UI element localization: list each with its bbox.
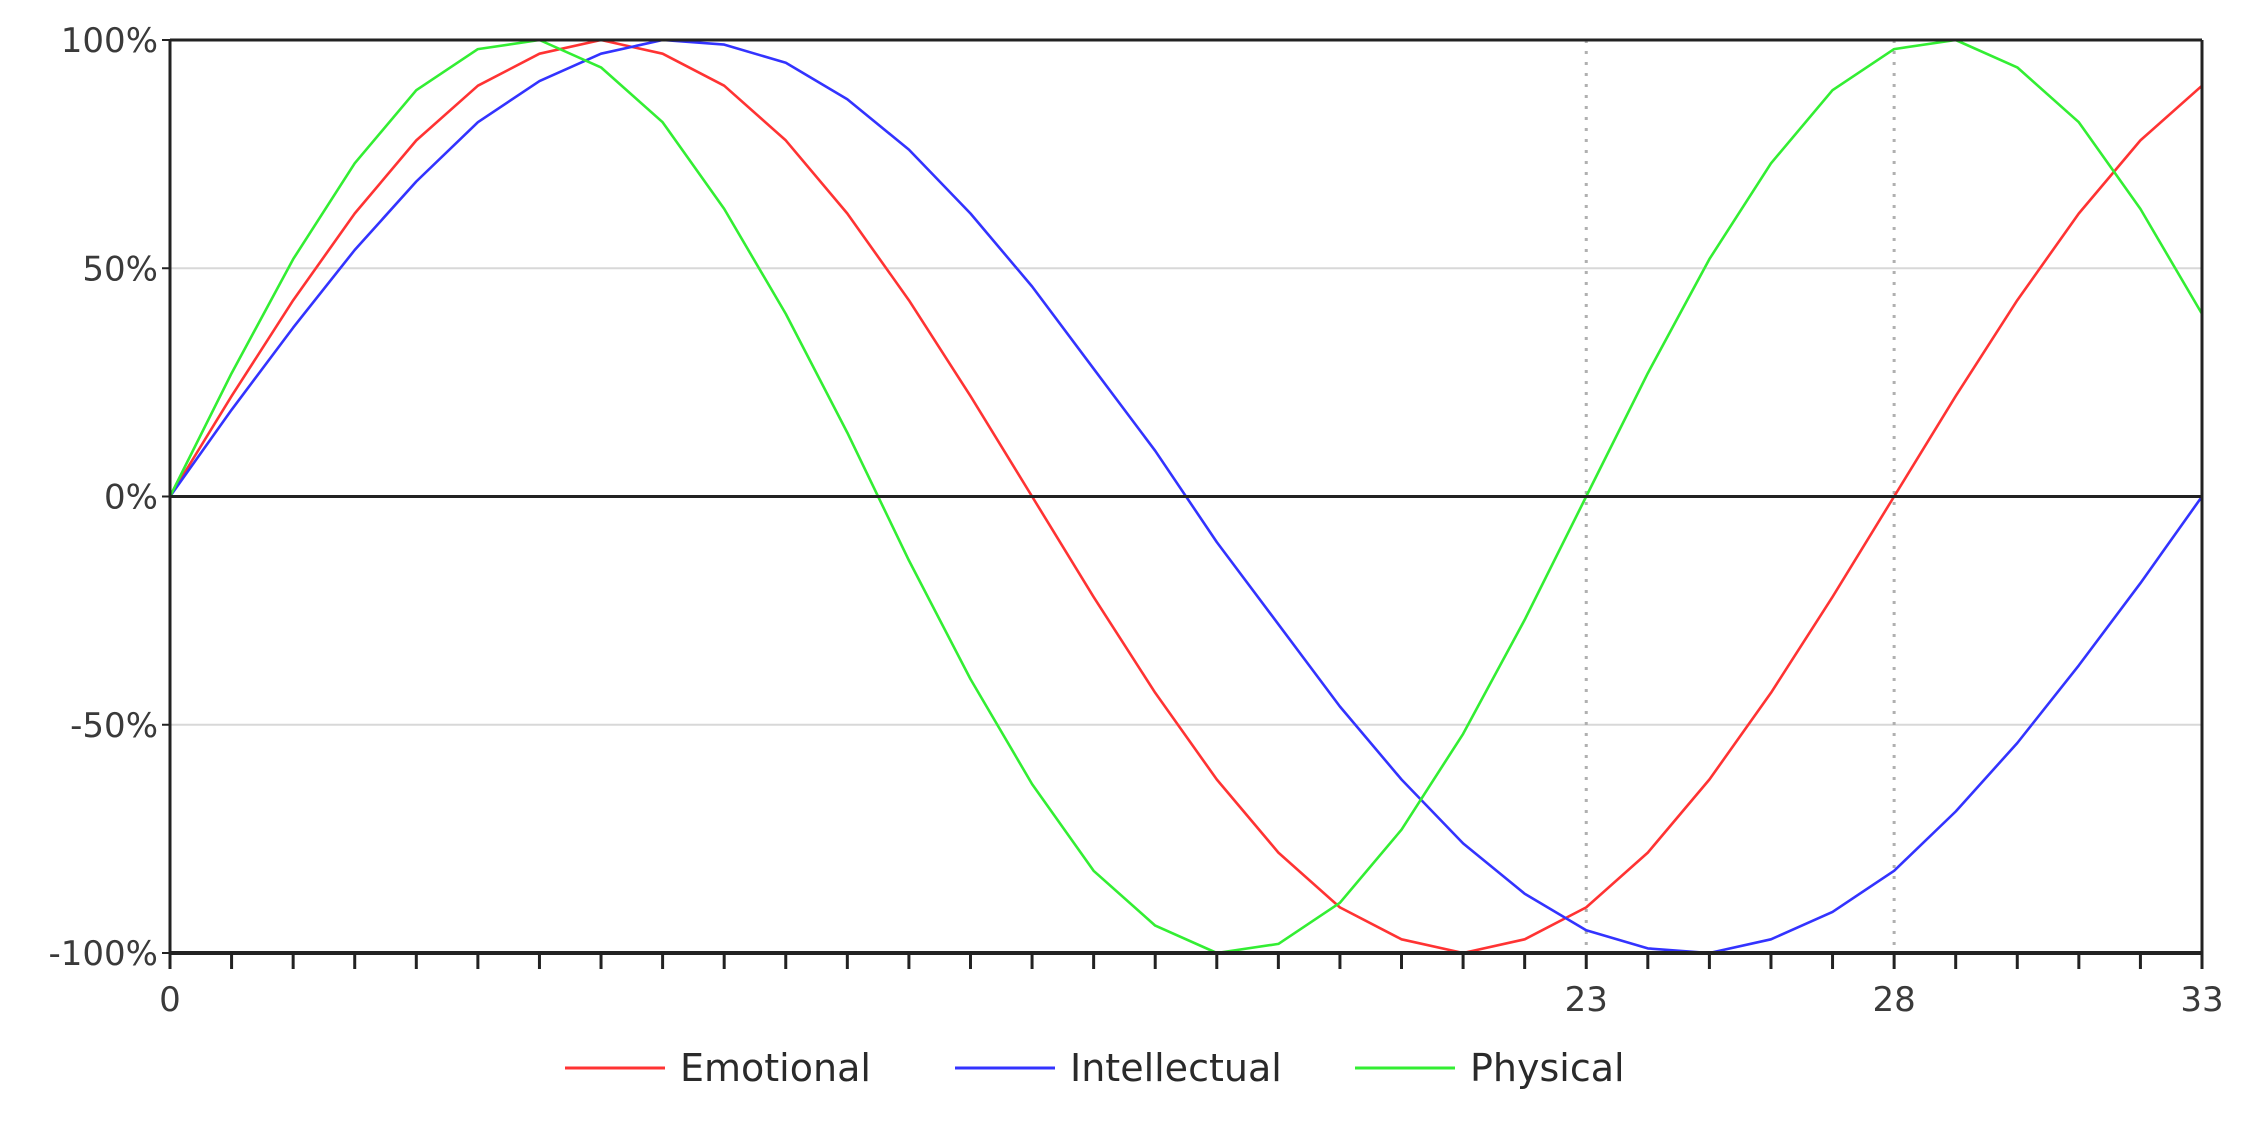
- x-tick-label: 28: [1872, 980, 1915, 1020]
- legend-label-emotional: Emotional: [680, 1046, 871, 1090]
- highlighted-day-lines: [1584, 40, 1896, 953]
- grid-lines: [170, 267, 2202, 726]
- x-tick-label: 0: [159, 980, 181, 1020]
- y-axis-tick-labels: 100% 50% 0% -50% -100%: [49, 21, 158, 974]
- y-tick-label: -100%: [49, 934, 158, 974]
- y-tick-label: 100%: [61, 21, 158, 61]
- y-tick-label: 50%: [82, 249, 158, 289]
- axes: [162, 38, 2204, 955]
- x-axis-ticks: 0 23 28 33: [159, 953, 2224, 1020]
- series-line-physical: [168, 38, 2204, 955]
- series-line-emotional: [168, 38, 2203, 955]
- x-tick-label: 23: [1565, 980, 1608, 1020]
- x-tick-label: 33: [2180, 980, 2223, 1020]
- y-tick-label: 0%: [104, 478, 158, 518]
- legend: Emotional Intellectual Physical: [565, 1046, 1625, 1090]
- y-tick-label: -50%: [70, 706, 158, 746]
- legend-label-physical: Physical: [1470, 1046, 1625, 1090]
- legend-label-intellectual: Intellectual: [1070, 1046, 1282, 1090]
